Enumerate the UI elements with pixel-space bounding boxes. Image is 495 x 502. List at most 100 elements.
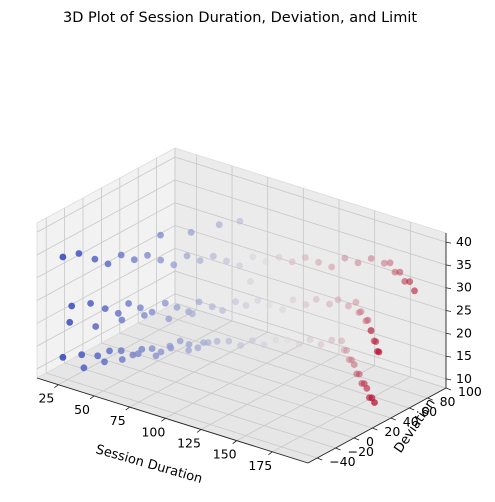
scatter-point: [254, 297, 262, 304]
scatter-point: [152, 352, 160, 360]
y-tick-mark: [353, 437, 360, 441]
z-tick-mark: [445, 310, 452, 312]
x-tick-label: 150: [213, 447, 237, 462]
scatter-point: [117, 347, 125, 355]
scatter-point: [249, 253, 257, 261]
scatter-point: [411, 287, 418, 295]
z-tick-mark: [445, 332, 452, 335]
scatter-point: [94, 352, 102, 360]
z-grid-line: [36, 270, 447, 357]
y-axis-line: [307, 387, 447, 464]
scatter-point: [262, 258, 270, 265]
scatter-point: [338, 337, 345, 345]
y-tick-label: −20: [348, 444, 374, 459]
y-tick-label: −40: [329, 454, 355, 469]
scatter-point: [406, 278, 414, 285]
y-grid-line: [45, 218, 318, 459]
z-grid-line: [36, 225, 447, 311]
y-tick-mark: [409, 407, 415, 411]
scatter-point: [275, 253, 283, 261]
scatter-point: [134, 350, 142, 358]
y-grid-line: [101, 188, 373, 429]
scatter-point: [148, 308, 156, 316]
scatter-point: [209, 252, 217, 260]
scatter-point: [242, 302, 250, 309]
scatter-point: [343, 347, 350, 354]
x-tick-mark: [89, 395, 95, 400]
scatter-point: [87, 300, 94, 307]
y-tick-mark: [317, 457, 323, 461]
scatter-point: [92, 323, 100, 330]
y-tick-mark: [390, 417, 396, 421]
scatter-point: [68, 302, 76, 310]
scatter-point: [289, 296, 297, 304]
z-tick-mark: [445, 264, 452, 267]
scatter-point: [183, 252, 191, 260]
z-tick-label: 15: [456, 348, 472, 363]
scatter-point: [157, 231, 164, 239]
scatter-point: [357, 308, 365, 316]
scatter-point: [213, 337, 221, 345]
scatter-point: [157, 256, 165, 264]
scatter-point: [350, 361, 358, 368]
scatter-point: [363, 384, 371, 392]
x-tick-label: 100: [141, 424, 165, 439]
scatter-point: [328, 336, 336, 344]
scatter-point: [118, 316, 126, 324]
z-grid-line: [36, 293, 447, 380]
y-grid-line: [174, 148, 447, 389]
scatter-point: [188, 310, 196, 318]
scatter-point: [137, 304, 144, 312]
scatter-point: [130, 256, 138, 264]
scatter-point: [317, 341, 325, 348]
scatter-point: [372, 338, 380, 345]
z-tick-label: 25: [456, 303, 472, 318]
scatter-point: [187, 228, 195, 236]
scatter-point: [354, 259, 362, 267]
scatter-point: [215, 221, 223, 229]
scatter-point: [391, 268, 399, 276]
scatter-point: [75, 250, 83, 257]
chart-title: 3D Plot of Session Duration, Deviation, …: [63, 10, 417, 26]
y-tick-mark: [372, 427, 378, 431]
scatter-point: [101, 358, 108, 366]
scatter-point: [204, 339, 212, 346]
y-grid-line: [119, 178, 391, 419]
z-grid-line: [36, 202, 447, 289]
scatter-point: [380, 259, 388, 267]
x-tick-mark: [268, 451, 273, 456]
z-grid-line: [36, 156, 447, 243]
z-tick-label: 10: [456, 371, 472, 386]
x-tick-mark: [161, 417, 166, 422]
scatter-point: [80, 364, 88, 372]
scatter-point: [141, 312, 148, 319]
scatter-point: [401, 278, 409, 285]
x-axis-line: [36, 377, 309, 464]
z-tick-label: 35: [456, 257, 472, 272]
y-grid-line: [137, 168, 410, 409]
scatter-point: [185, 341, 193, 348]
y-tick-label: 60: [421, 404, 437, 419]
scatter-point: [173, 304, 181, 311]
z-tick-label: 20: [456, 325, 472, 340]
scatter-point: [194, 344, 202, 352]
scatter-point: [345, 302, 352, 310]
z-tick-mark: [445, 355, 452, 358]
scatter-point: [355, 370, 363, 378]
z-tick-mark: [445, 287, 452, 290]
scatter-point: [236, 217, 244, 225]
scatter-point: [306, 336, 314, 344]
x-tick-label: 75: [110, 413, 126, 428]
x-tick-label: 175: [248, 458, 272, 473]
z-tick-mark: [445, 241, 452, 244]
scatter-point: [157, 348, 165, 356]
y-tick-label: 80: [440, 394, 456, 409]
z-grid-line: [36, 247, 447, 334]
x-tick-label: 125: [177, 435, 201, 450]
scatter-point: [91, 255, 99, 263]
scatter-point: [279, 306, 286, 313]
scatter-point: [200, 339, 207, 346]
